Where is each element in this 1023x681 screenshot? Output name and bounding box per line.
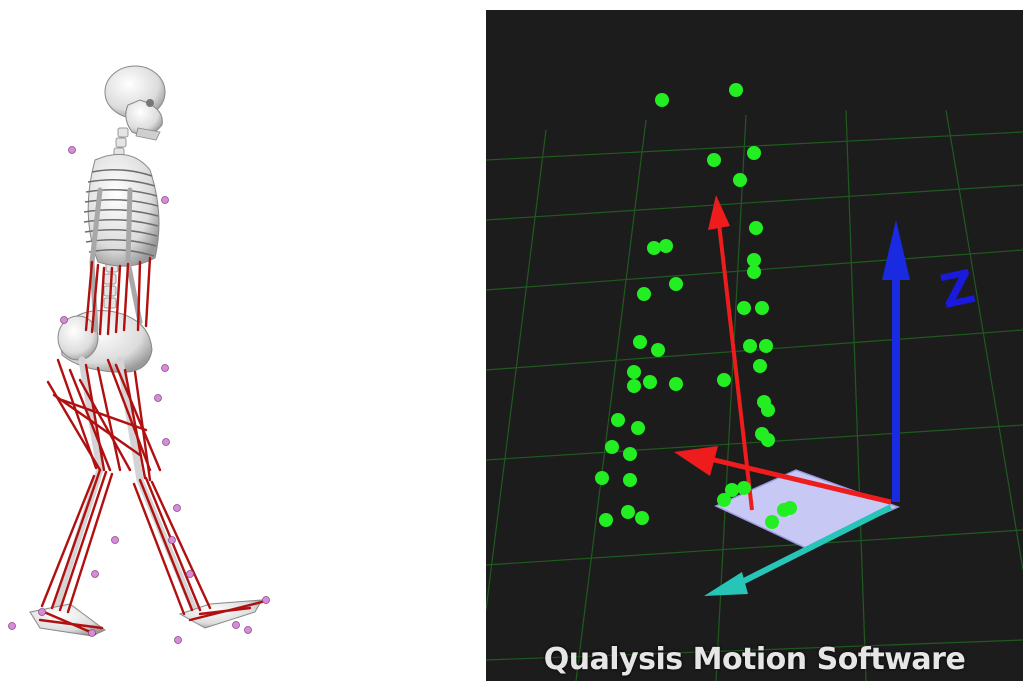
motion-capture-viewer: Z Qualysis Motion Software bbox=[486, 10, 1023, 681]
viewer-caption: Qualysis Motion Software bbox=[543, 642, 966, 677]
skeleton-figure bbox=[0, 0, 460, 681]
force-plate bbox=[714, 469, 901, 549]
rib-cage bbox=[83, 153, 160, 267]
leg-bones bbox=[51, 356, 199, 616]
tracking-markers bbox=[595, 83, 797, 529]
y-axis-arrow bbox=[704, 504, 893, 596]
floor-grid bbox=[486, 109, 1023, 681]
muscle-lines bbox=[38, 256, 264, 636]
skin-markers bbox=[8, 146, 270, 644]
force-vector-arrow bbox=[708, 195, 754, 511]
skull bbox=[104, 65, 166, 141]
feet bbox=[29, 599, 263, 637]
x-axis-arrow bbox=[674, 446, 892, 505]
z-axis-arrow bbox=[882, 220, 910, 502]
